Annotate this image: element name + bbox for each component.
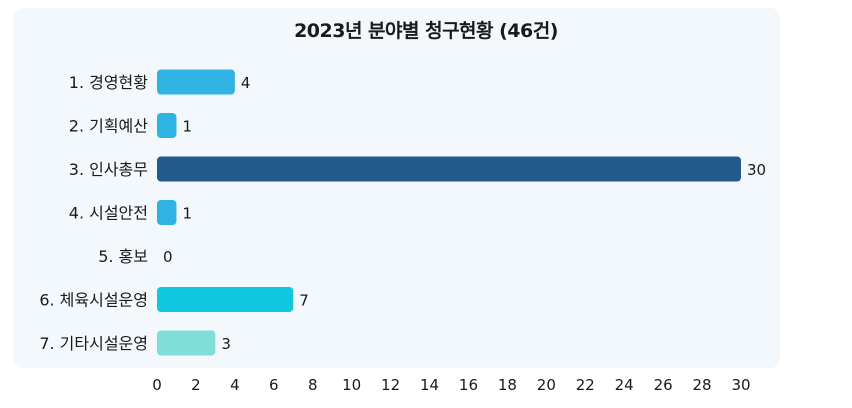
- x-tick-label: 14: [420, 376, 439, 394]
- bar: [157, 113, 177, 138]
- value-label: 7: [299, 292, 309, 310]
- bar: [157, 200, 177, 225]
- x-tick-label: 16: [459, 376, 478, 394]
- x-tick-label: 12: [381, 376, 400, 394]
- category-label: 1. 경영현황: [69, 73, 149, 92]
- x-tick-label: 24: [615, 376, 634, 394]
- category-label: 2. 기획예산: [69, 117, 149, 136]
- x-tick-label: 0: [152, 376, 162, 394]
- value-label: 4: [241, 74, 251, 92]
- chart-title: 2023년 분야별 청구현황 (46건): [294, 20, 558, 42]
- bar: [157, 69, 235, 95]
- category-label: 5. 홍보: [98, 247, 148, 266]
- value-label: 0: [163, 248, 173, 266]
- value-label: 1: [182, 118, 192, 136]
- category-label: 6. 체육시설운영: [39, 291, 148, 310]
- bar: [157, 287, 294, 312]
- category-label: 3. 인사총무: [69, 160, 148, 179]
- bar: [157, 156, 741, 182]
- x-tick-label: 6: [269, 376, 279, 394]
- value-label: 30: [747, 161, 766, 179]
- value-label: 3: [221, 335, 231, 353]
- chart-panel: [13, 8, 780, 368]
- x-tick-label: 28: [693, 376, 712, 394]
- x-tick-label: 20: [537, 376, 556, 394]
- x-tick-label: 10: [342, 376, 361, 394]
- x-tick-label: 22: [576, 376, 595, 394]
- x-tick-label: 18: [498, 376, 517, 394]
- x-tick-label: 8: [308, 376, 318, 394]
- value-label: 1: [182, 205, 192, 223]
- x-tick-label: 30: [731, 376, 750, 394]
- category-label: 7. 기타시설운영: [39, 334, 148, 353]
- category-label: 4. 시설안전: [69, 204, 148, 223]
- x-tick-label: 4: [230, 376, 240, 394]
- bar: [157, 330, 216, 356]
- x-tick-label: 26: [654, 376, 673, 394]
- x-tick-label: 2: [191, 376, 201, 394]
